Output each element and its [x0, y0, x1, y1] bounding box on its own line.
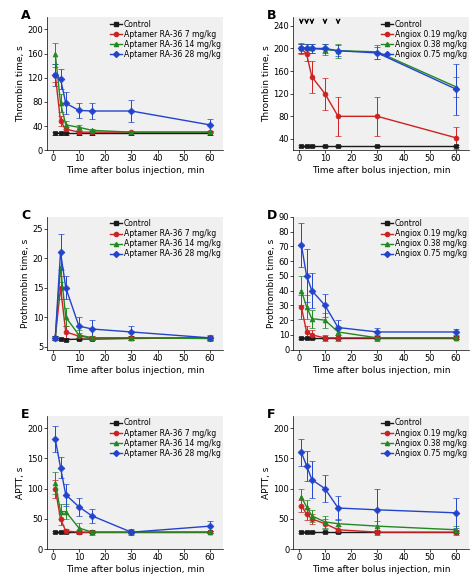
- Y-axis label: Prothrombin time, s: Prothrombin time, s: [267, 239, 276, 328]
- X-axis label: Time after bolus injection, min: Time after bolus injection, min: [312, 366, 451, 375]
- X-axis label: Time after bolus injection, min: Time after bolus injection, min: [66, 565, 205, 574]
- Legend: Control, Aptamer RA-36 7 mg/kg, Aptamer RA-36 14 mg/kg, Aptamer RA-36 28 mg/kg: Control, Aptamer RA-36 7 mg/kg, Aptamer …: [109, 418, 222, 459]
- X-axis label: Time after bolus injection, min: Time after bolus injection, min: [66, 366, 205, 375]
- Text: C: C: [21, 209, 30, 222]
- Legend: Control, Aptamer RA-36 7 mg/kg, Aptamer RA-36 14 mg/kg, Aptamer RA-36 28 mg/kg: Control, Aptamer RA-36 7 mg/kg, Aptamer …: [109, 218, 222, 260]
- Legend: Control, Angiox 0.19 mg/kg, Angiox 0.38 mg/kg, Angiox 0.75 mg/kg: Control, Angiox 0.19 mg/kg, Angiox 0.38 …: [380, 19, 468, 60]
- Text: F: F: [267, 408, 275, 421]
- Text: A: A: [21, 9, 31, 23]
- Y-axis label: Prothrombin time, s: Prothrombin time, s: [21, 239, 30, 328]
- X-axis label: Time after bolus injection, min: Time after bolus injection, min: [312, 565, 451, 574]
- Y-axis label: Thrombin time, s: Thrombin time, s: [16, 46, 25, 122]
- Legend: Control, Aptamer RA-36 7 mg/kg, Aptamer RA-36 14 mg/kg, Aptamer RA-36 28 mg/kg: Control, Aptamer RA-36 7 mg/kg, Aptamer …: [109, 19, 222, 60]
- Y-axis label: APTT, s: APTT, s: [16, 466, 25, 499]
- Legend: Control, Angiox 0.19 mg/kg, Angiox 0.38 mg/kg, Angiox 0.75 mg/kg: Control, Angiox 0.19 mg/kg, Angiox 0.38 …: [380, 418, 468, 459]
- Text: D: D: [267, 209, 277, 222]
- X-axis label: Time after bolus injection, min: Time after bolus injection, min: [312, 166, 451, 175]
- Legend: Control, Angiox 0.19 mg/kg, Angiox 0.38 mg/kg, Angiox 0.75 mg/kg: Control, Angiox 0.19 mg/kg, Angiox 0.38 …: [380, 218, 468, 260]
- Y-axis label: Thrombin time, s: Thrombin time, s: [262, 46, 271, 122]
- Text: B: B: [267, 9, 277, 23]
- X-axis label: Time after bolus injection, min: Time after bolus injection, min: [66, 166, 205, 175]
- Text: E: E: [21, 408, 29, 421]
- Y-axis label: APTT, s: APTT, s: [262, 466, 271, 499]
